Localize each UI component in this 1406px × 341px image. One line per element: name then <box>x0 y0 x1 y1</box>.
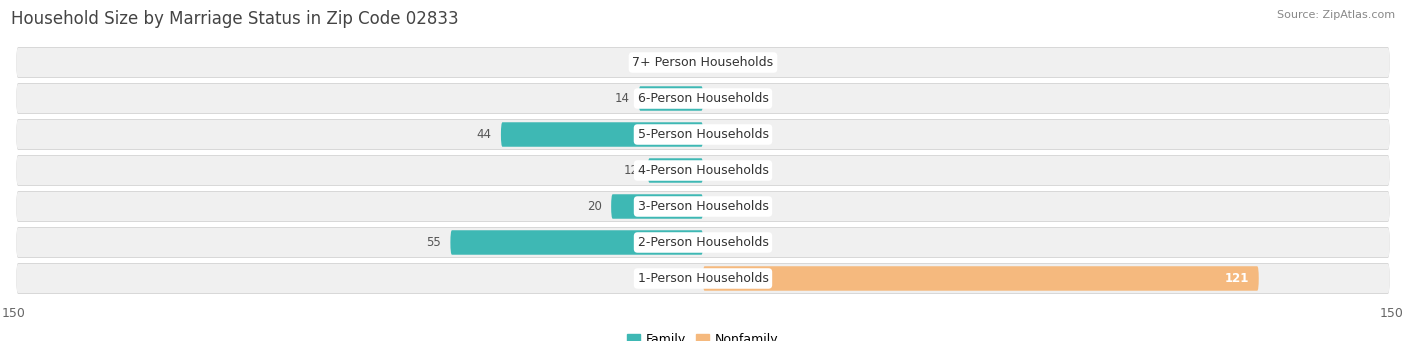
FancyBboxPatch shape <box>17 191 1389 222</box>
Text: Household Size by Marriage Status in Zip Code 02833: Household Size by Marriage Status in Zip… <box>11 10 458 28</box>
Text: 0: 0 <box>713 200 720 213</box>
FancyBboxPatch shape <box>17 155 1389 186</box>
Text: 44: 44 <box>477 128 492 141</box>
FancyBboxPatch shape <box>17 227 1389 258</box>
Text: 12: 12 <box>624 164 638 177</box>
Text: 0: 0 <box>713 56 720 69</box>
FancyBboxPatch shape <box>17 84 1389 113</box>
Text: 3-Person Households: 3-Person Households <box>637 200 769 213</box>
Text: 7+ Person Households: 7+ Person Households <box>633 56 773 69</box>
Text: 6-Person Households: 6-Person Households <box>637 92 769 105</box>
FancyBboxPatch shape <box>450 230 703 255</box>
Text: 20: 20 <box>588 200 602 213</box>
Text: 0: 0 <box>713 164 720 177</box>
FancyBboxPatch shape <box>501 122 703 147</box>
Text: 0: 0 <box>686 272 693 285</box>
Text: 0: 0 <box>713 92 720 105</box>
FancyBboxPatch shape <box>17 263 1389 294</box>
Text: 2-Person Households: 2-Person Households <box>637 236 769 249</box>
FancyBboxPatch shape <box>17 120 1389 149</box>
FancyBboxPatch shape <box>17 119 1389 150</box>
FancyBboxPatch shape <box>17 156 1389 185</box>
Text: 0: 0 <box>686 56 693 69</box>
FancyBboxPatch shape <box>638 86 703 111</box>
Text: 5-Person Households: 5-Person Households <box>637 128 769 141</box>
FancyBboxPatch shape <box>703 266 1258 291</box>
FancyBboxPatch shape <box>17 228 1389 257</box>
Text: 0: 0 <box>713 236 720 249</box>
FancyBboxPatch shape <box>17 47 1389 78</box>
Text: 4-Person Households: 4-Person Households <box>637 164 769 177</box>
FancyBboxPatch shape <box>17 264 1389 293</box>
FancyBboxPatch shape <box>17 48 1389 77</box>
FancyBboxPatch shape <box>17 192 1389 221</box>
Text: 14: 14 <box>614 92 630 105</box>
FancyBboxPatch shape <box>612 194 703 219</box>
Text: 1-Person Households: 1-Person Households <box>637 272 769 285</box>
FancyBboxPatch shape <box>648 158 703 183</box>
Text: 0: 0 <box>713 128 720 141</box>
Text: 55: 55 <box>426 236 441 249</box>
Text: Source: ZipAtlas.com: Source: ZipAtlas.com <box>1277 10 1395 20</box>
Text: 121: 121 <box>1225 272 1250 285</box>
FancyBboxPatch shape <box>17 83 1389 114</box>
Legend: Family, Nonfamily: Family, Nonfamily <box>623 328 783 341</box>
